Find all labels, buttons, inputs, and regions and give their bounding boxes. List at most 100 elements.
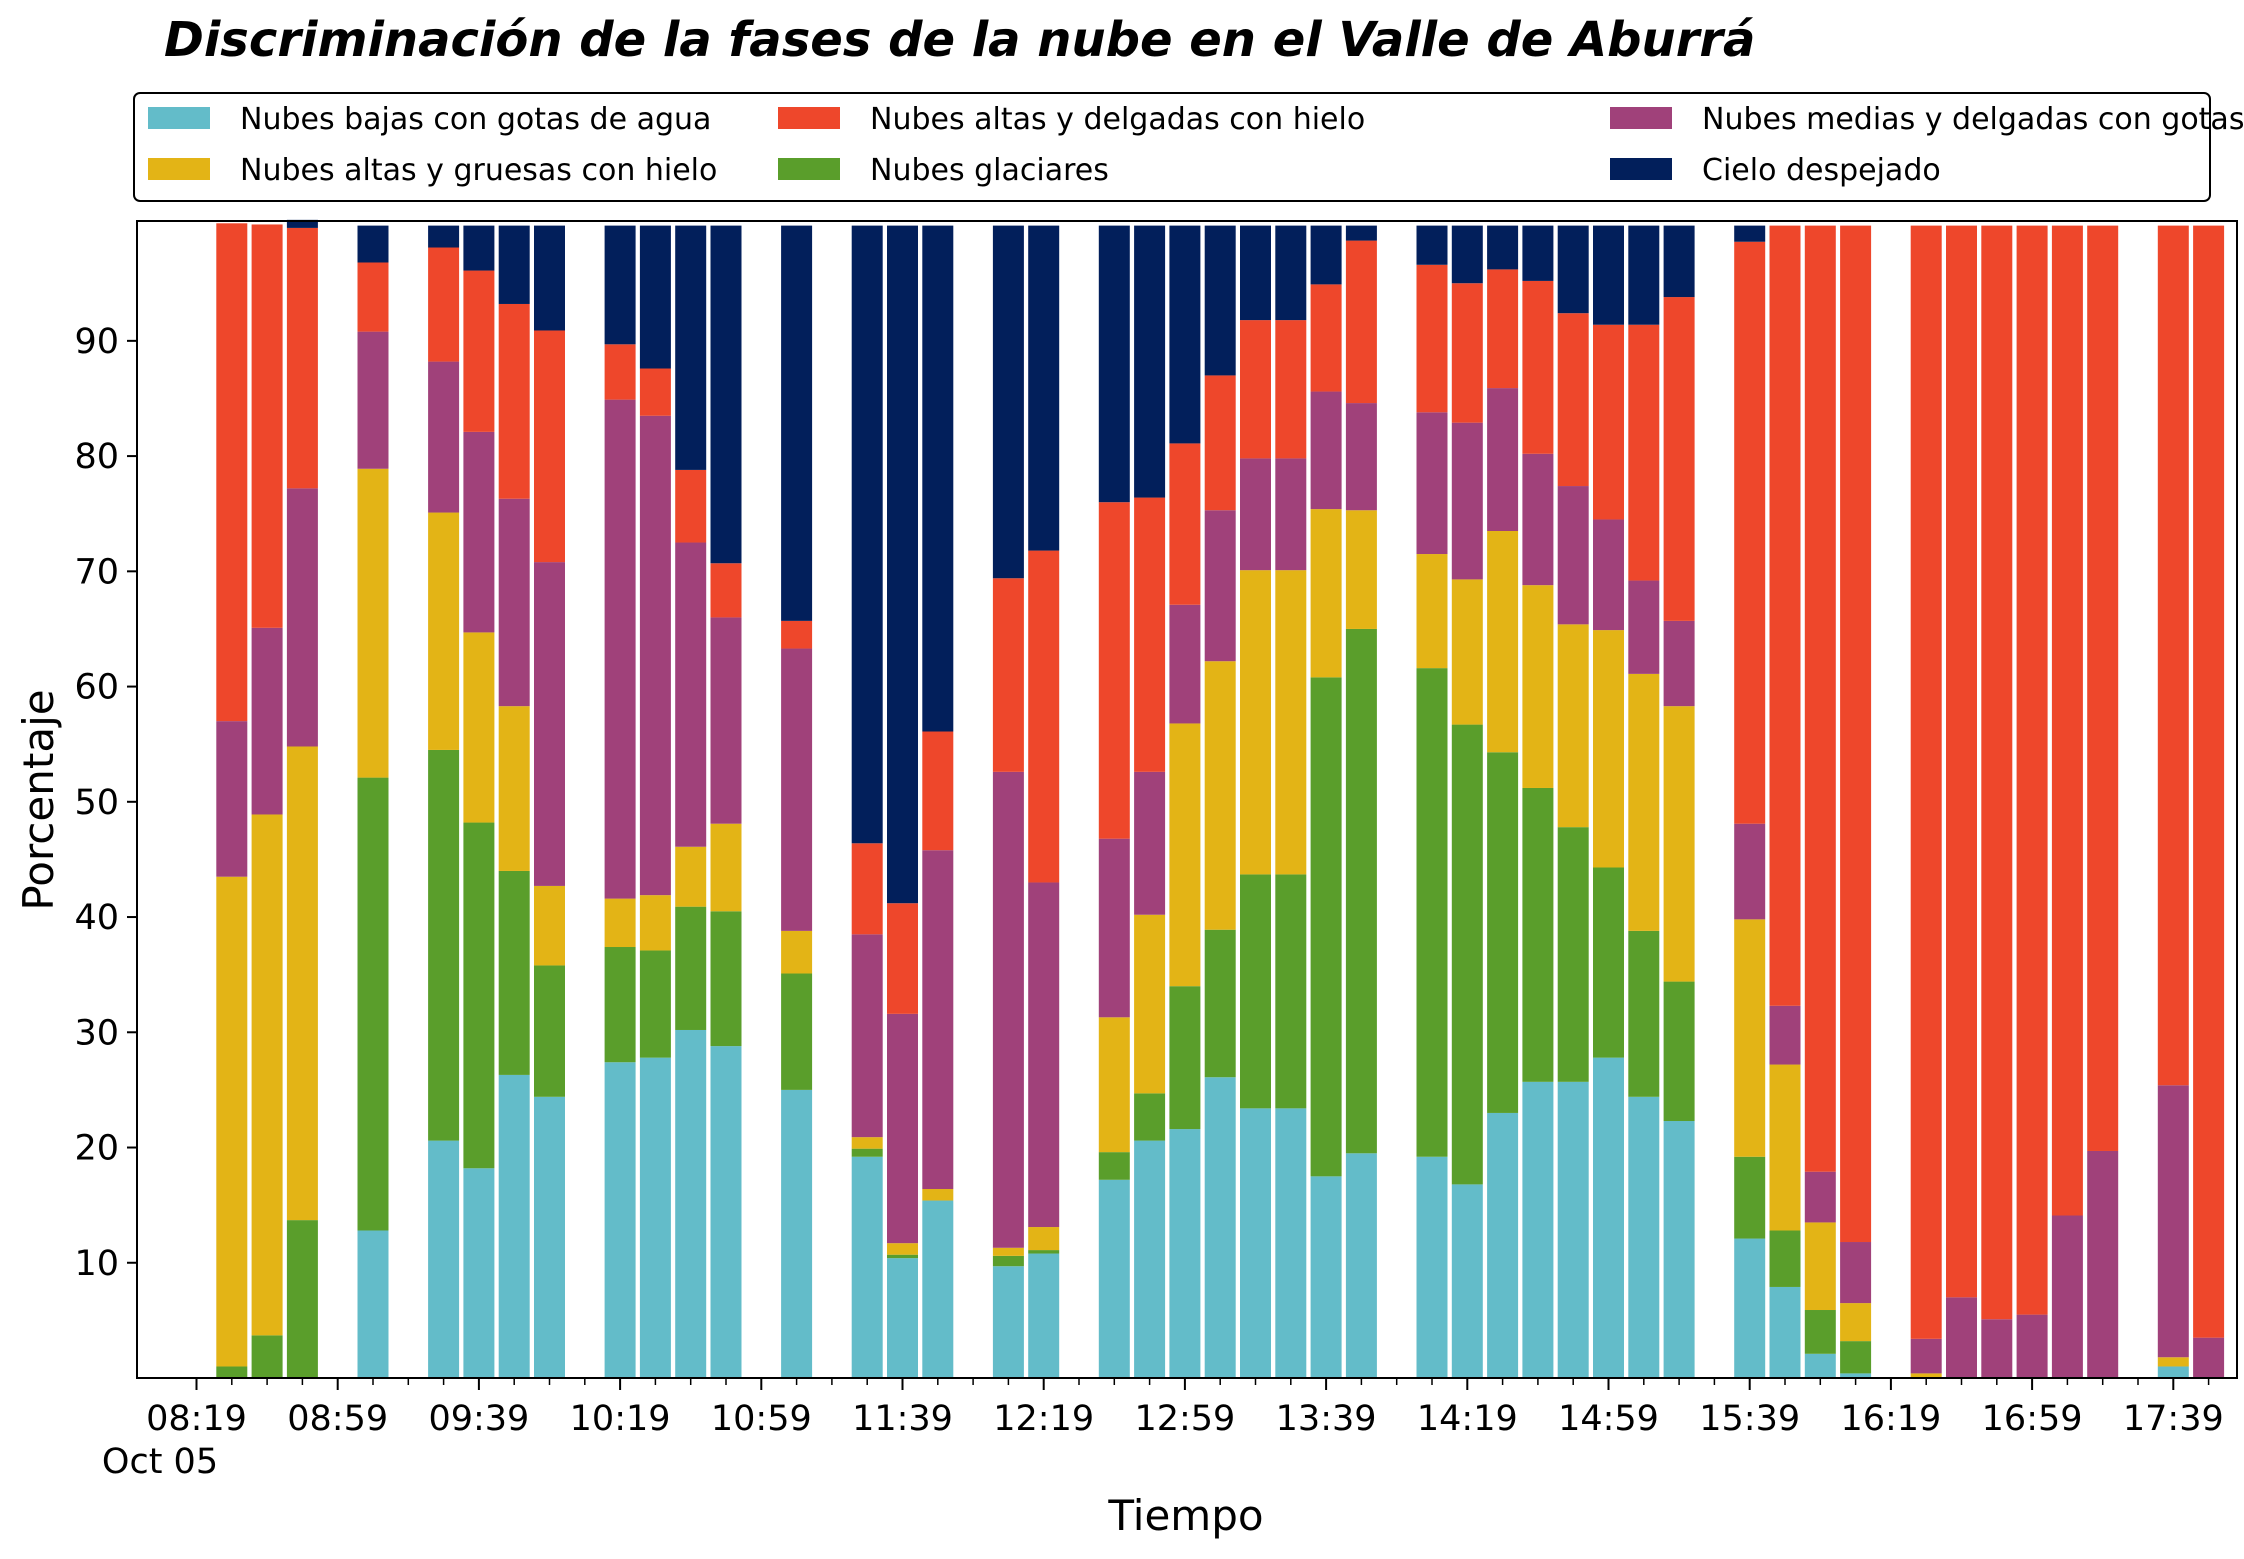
bar-segment [1840,225,1872,1243]
bar-segment [710,911,742,1047]
bar-segment [1663,981,1695,1122]
bar-segment [639,415,671,896]
bar-segment [428,225,460,248]
x-tick-label: 10:19 [570,1399,671,1439]
bar-segment [2016,1314,2048,1378]
bar-segment [851,934,883,1138]
x-tick-label: 16:19 [1840,1399,1941,1439]
legend-swatch [1610,158,1672,180]
bar-segment [710,823,742,912]
bar-segment [1098,225,1130,503]
y-tick-label: 30 [74,1013,119,1053]
bar-segment [1593,1057,1624,1378]
bar-segment [1098,1017,1130,1153]
bar-segment [463,270,495,432]
bar-segment [1345,403,1377,511]
bar-segment [710,563,742,618]
y-tick-label: 20 [74,1129,119,1169]
bar-segment [992,1266,1024,1378]
bar-segment [216,876,248,1367]
y-axis-label: Porcentaje [14,689,63,910]
bar-segment [1910,1338,1942,1374]
bar-segment [1345,240,1377,404]
bar-segment [1169,986,1201,1130]
y-tick-label: 40 [74,898,119,938]
bar-segment [604,898,636,948]
bar-segment [639,225,671,369]
bar-segment [992,225,1024,579]
bar-segment [1593,519,1624,631]
bar-segment [1557,225,1589,314]
bar-segment [1098,1152,1130,1180]
bar-segment [1416,225,1448,265]
bar-segment [498,498,530,707]
bar-segment [1098,502,1130,839]
bar-segment [498,706,530,871]
x-tick-label: 14:59 [1558,1399,1659,1439]
bar-segment [887,1013,918,1244]
bar-segment [1028,1253,1060,1378]
bar-segment [1416,668,1448,1157]
bar-segment [1910,1373,1942,1378]
x-tick-label: 09:39 [428,1399,529,1439]
legend-swatch [148,158,210,180]
bar-segment [922,1189,954,1201]
bar-segment [1240,1108,1271,1378]
x-tick-label: 13:39 [1276,1399,1377,1439]
x-tick-label: 08:59 [287,1399,388,1439]
bar-segment [1487,530,1519,753]
bar-segment [1134,1093,1166,1141]
y-tick-label: 90 [74,322,119,362]
bar-segment [1028,225,1060,551]
legend-label: Nubes glaciares [870,153,1109,188]
bar-segment [1204,1077,1236,1378]
bar-segment [639,950,671,1058]
legend-swatch [778,158,840,180]
bar-segment [1487,225,1519,270]
bar-segment [534,225,565,331]
bar-segment [1028,550,1060,883]
bar-segment [1310,677,1342,1177]
bar-segment [675,846,707,907]
bar-segment [286,1220,318,1378]
bar-segment [1451,422,1483,580]
bar-segment [428,749,460,1141]
bar-segment [1734,919,1766,1157]
bar-segment [1169,443,1201,605]
legend-label: Cielo despejado [1702,153,1941,188]
bar-segment [1522,225,1554,281]
bar-segment [463,632,495,823]
bar-segment [781,973,813,1090]
bar-segment [992,771,1024,1248]
bar-segment [887,1243,918,1255]
x-tick-label: 14:19 [1417,1399,1518,1439]
bar-segment [1345,1153,1377,1378]
bar-segment [1522,280,1554,454]
bar-segment [1098,1179,1130,1378]
bar-segment [1910,225,1942,1339]
bar-segment [781,648,813,931]
bar-segment [1663,297,1695,621]
bar-segment [1204,375,1236,511]
bar-segment [781,930,813,974]
legend-swatch [778,107,840,129]
x-tick-label: 15:39 [1699,1399,1800,1439]
y-tick-label: 10 [74,1244,119,1284]
bar-segment [1628,930,1660,1097]
bar-segment [1769,1286,1801,1378]
bar-segment [851,1148,883,1157]
bar-segment [1557,313,1589,487]
bar-segment [1098,838,1130,1018]
bar-segment [428,512,460,750]
bar-segment [428,361,460,513]
bar-segment [1487,1112,1519,1378]
x-tick-label: 10:59 [711,1399,812,1439]
bar-segment [851,1156,883,1378]
bar-segment [1345,628,1377,1154]
bar-segment [639,1057,671,1378]
bar-segment [1557,624,1589,828]
bar-segment [1593,225,1624,325]
bar-segment [216,223,248,722]
bar-segment [1769,225,1801,1006]
